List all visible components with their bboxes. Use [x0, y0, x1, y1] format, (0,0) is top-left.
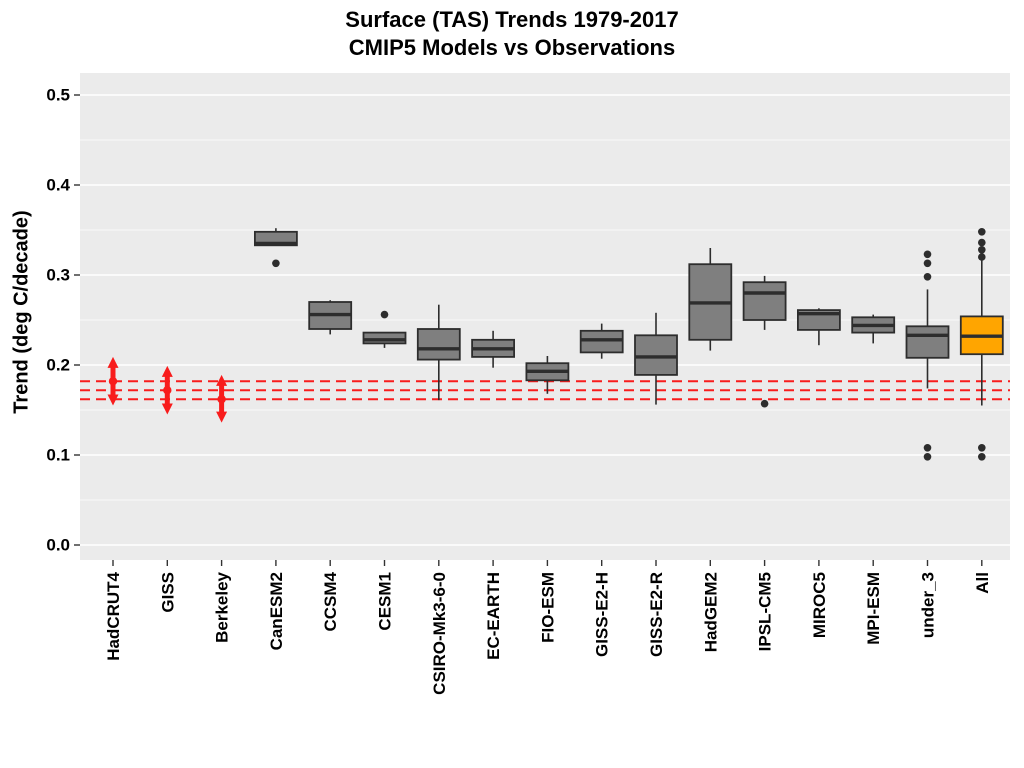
outlier-point — [978, 238, 986, 247]
box — [905, 325, 950, 359]
outlier-point — [923, 444, 932, 452]
x-tick-label: MIROC5 — [810, 572, 829, 638]
observation-center-point — [217, 395, 226, 404]
boxplot-All — [959, 228, 1004, 461]
observation-arrow-HadCRUT4 — [107, 356, 119, 406]
outlier-point — [978, 444, 986, 452]
arrow-head-up — [216, 374, 228, 386]
x-tick-label: GISS-E2-R — [647, 572, 666, 657]
outlier-point — [272, 259, 280, 268]
outlier-point — [923, 259, 932, 268]
box — [416, 328, 461, 361]
outlier-point — [923, 453, 932, 461]
y-tick-label: 0.0 — [46, 536, 70, 555]
arrow-head-down — [161, 403, 173, 415]
outlier-point — [978, 253, 986, 261]
box — [742, 281, 787, 321]
observation-arrow-GISS — [161, 365, 173, 415]
chart-title-line1: Surface (TAS) Trends 1979-2017 — [345, 7, 679, 32]
y-tick-label: 0.1 — [46, 446, 70, 465]
outlier-point — [978, 453, 986, 461]
outlier-point — [978, 246, 986, 254]
x-tick-label: CESM1 — [376, 572, 395, 631]
x-tick-label: GISS-E2-H — [593, 572, 612, 657]
y-tick-label: 0.3 — [46, 266, 70, 285]
boxplot-HadGEM2 — [688, 248, 733, 351]
y-tick-label: 0.5 — [46, 86, 70, 105]
x-tick-label: CanESM2 — [267, 572, 286, 650]
outlier-point — [923, 250, 932, 259]
boxplot-GISS-E2-R — [634, 312, 678, 405]
boxplot-CanESM2 — [253, 228, 298, 268]
boxplot-MPI-ESM — [851, 314, 896, 344]
x-tick-label: CCSM4 — [321, 571, 340, 631]
box — [362, 331, 407, 345]
boxplot-FIO-ESM — [525, 356, 570, 394]
boxplot-MIROC5 — [797, 308, 841, 346]
arrow-head-down — [107, 394, 119, 406]
boxplot-IPSL-CM5 — [742, 275, 787, 408]
chart-title-line2: CMIP5 Models vs Observations — [348, 35, 676, 60]
observation-arrow-Berkeley — [216, 374, 228, 423]
x-tick-label: HadCRUT4 — [104, 571, 123, 660]
boxplot-GISS-E2-H — [579, 323, 624, 359]
box — [634, 334, 678, 376]
x-tick-label: under_3 — [919, 572, 938, 638]
observation-center-point — [163, 386, 172, 395]
y-axis-label: Trend (deg C/decade) — [10, 210, 33, 414]
observation-center-point — [108, 377, 118, 386]
box — [579, 329, 624, 354]
y-tick-label: 0.4 — [46, 176, 70, 195]
boxplot-EC-EARTH — [471, 330, 516, 368]
x-tick-label: MPI-ESM — [864, 572, 883, 645]
outlier-point — [380, 310, 389, 319]
arrow-head-up — [161, 365, 173, 377]
x-tick-label: EC-EARTH — [484, 572, 503, 660]
x-tick-label: IPSL-CM5 — [756, 572, 775, 651]
x-tick-label: HadGEM2 — [701, 572, 720, 652]
boxplot-CESM1 — [362, 310, 407, 348]
outlier-point — [760, 399, 769, 408]
outlier-point — [923, 273, 932, 281]
boxplot-CSIRO-Mk3-6-0 — [416, 304, 461, 401]
outlier-point — [978, 228, 986, 236]
arrow-head-up — [107, 356, 119, 368]
x-tick-label: CSIRO-Mk3-6-0 — [430, 572, 449, 695]
x-tick-label: All — [973, 572, 992, 594]
boxplot-under_3 — [905, 250, 950, 461]
x-tick-label: Berkeley — [213, 571, 232, 642]
arrow-head-down — [216, 411, 228, 423]
boxplot-CCSM4 — [308, 300, 353, 335]
chart-title: Surface (TAS) Trends 1979-2017 CMIP5 Mod… — [0, 6, 1024, 62]
x-tick-label: GISS — [158, 572, 177, 613]
x-tick-label: FIO-ESM — [538, 572, 557, 643]
y-tick-label: 0.2 — [46, 356, 70, 375]
